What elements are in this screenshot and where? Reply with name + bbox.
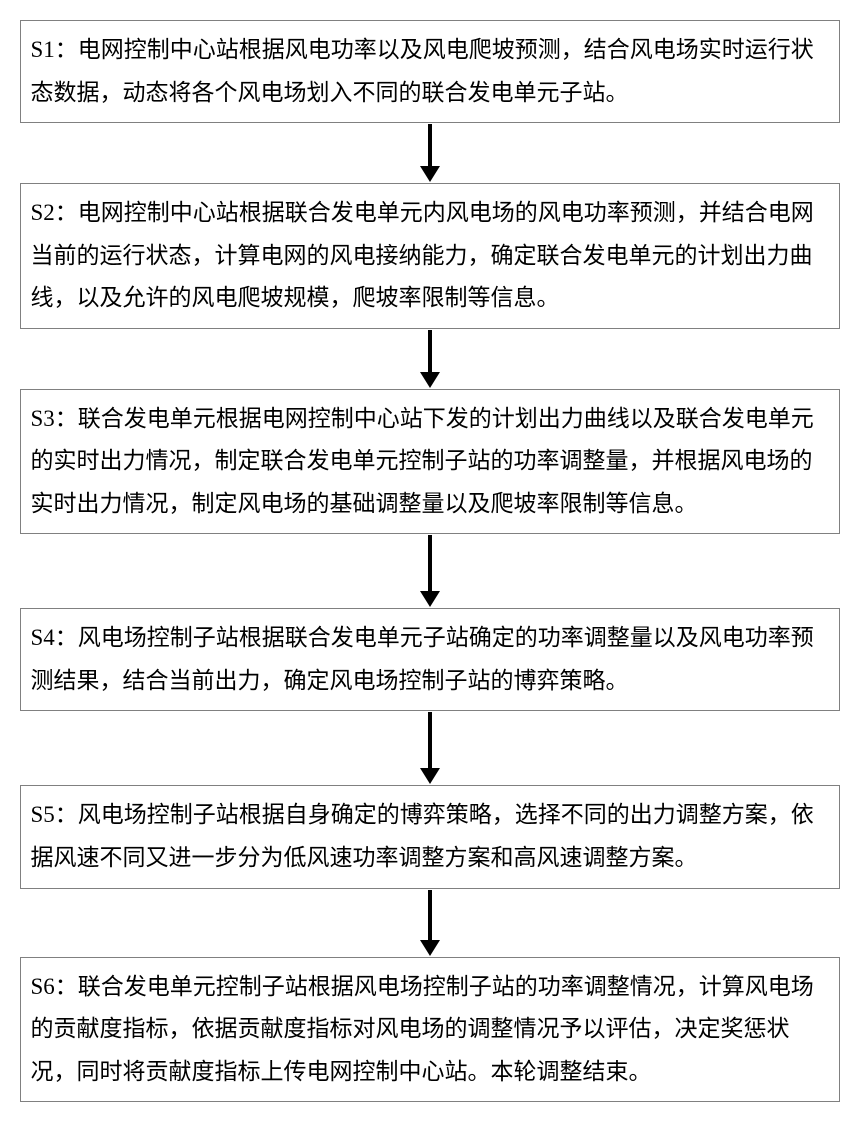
flow-step-s3: S3：联合发电单元根据电网控制中心站下发的计划出力曲线以及联合发电单元的实时出力…: [20, 389, 840, 535]
flow-step-s4: S4：风电场控制子站根据联合发电单元子站确定的功率调整量以及风电功率预测结果，结…: [20, 608, 840, 711]
flowchart-container: S1：电网控制中心站根据风电功率以及风电爬坡预测，结合风电场实时运行状态数据，动…: [20, 20, 840, 1102]
flow-arrow-5: [417, 889, 443, 957]
flow-arrow-2: [417, 329, 443, 389]
flow-step-s1: S1：电网控制中心站根据风电功率以及风电爬坡预测，结合风电场实时运行状态数据，动…: [20, 20, 840, 123]
flow-step-s6: S6：联合发电单元控制子站根据风电场控制子站的功率调整情况，计算风电场的贡献度指…: [20, 957, 840, 1103]
flow-step-s5: S5：风电场控制子站根据自身确定的博弈策略，选择不同的出力调整方案，依据风速不同…: [20, 785, 840, 888]
flow-arrow-3: [417, 534, 443, 608]
flow-arrow-4: [417, 711, 443, 785]
flow-arrow-1: [417, 123, 443, 183]
flow-step-s2: S2：电网控制中心站根据联合发电单元内风电场的风电功率预测，并结合电网当前的运行…: [20, 183, 840, 329]
